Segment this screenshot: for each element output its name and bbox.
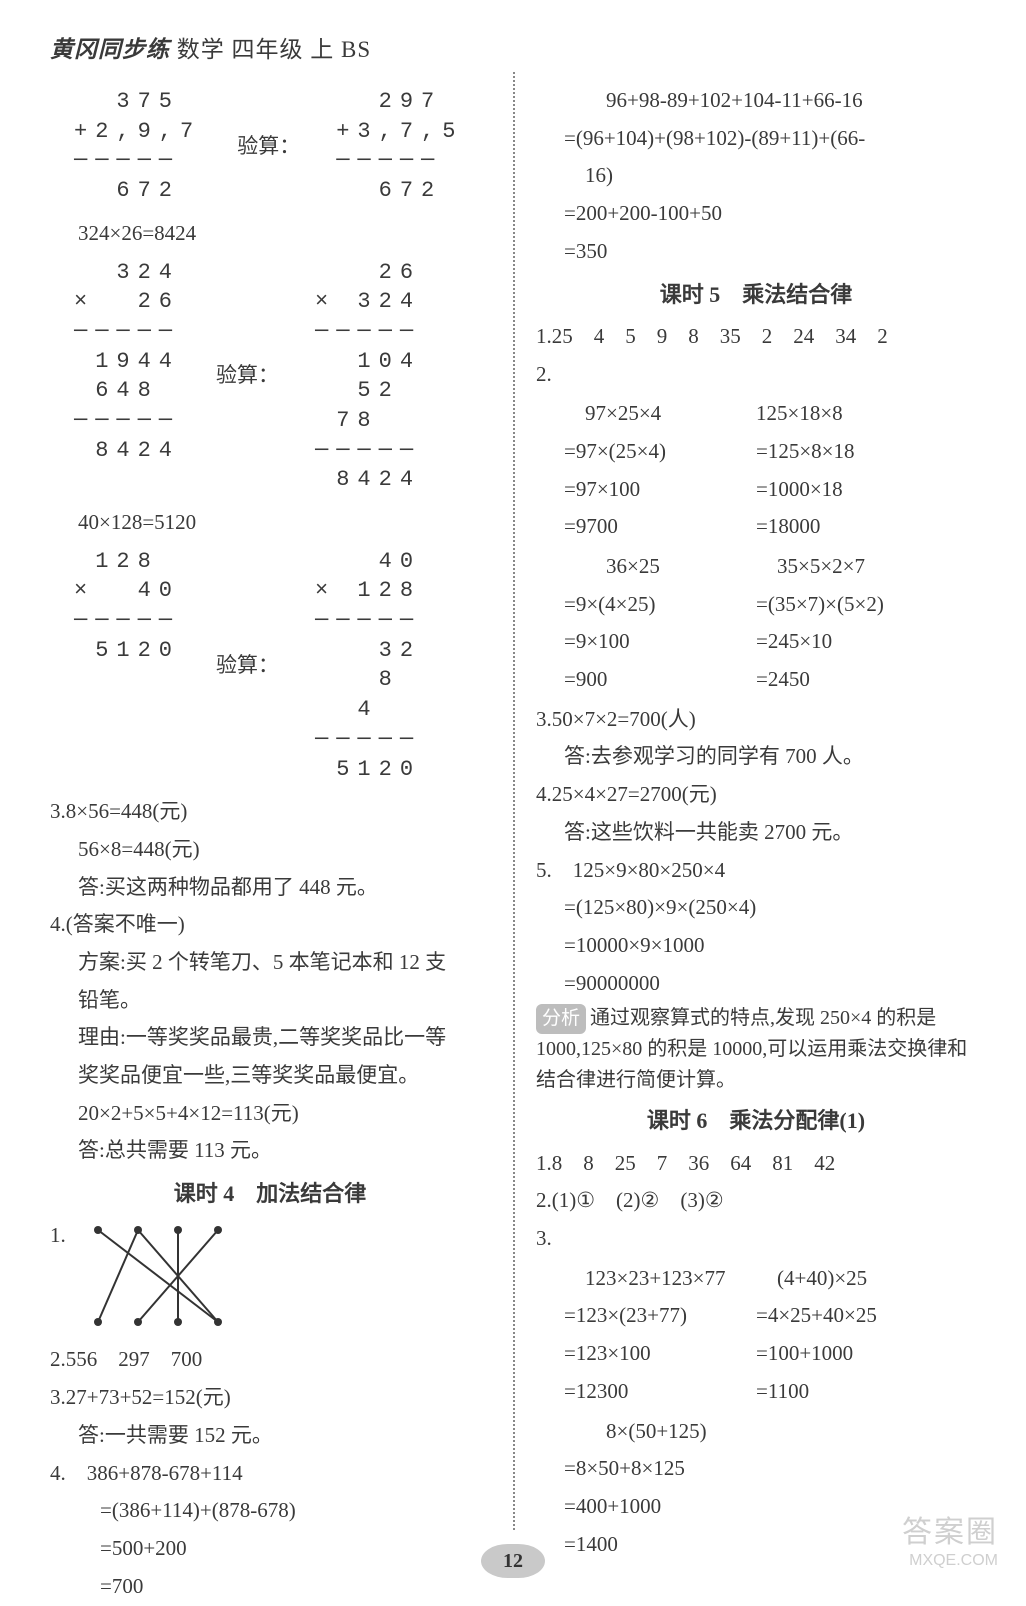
vertical-mul-1: 324 × 26 ───── 1944 648 ───── 8424 验算： 2… [74, 258, 490, 496]
q3-answer: 答:买这两种物品都用了 448 元。 [50, 870, 490, 906]
q3-line2: 56×8=448(元) [50, 832, 490, 868]
vert-b: 297 +3,7,5 ───── 672 [336, 87, 463, 206]
l4-q4: 4. 386+878-678+114 [50, 1456, 490, 1492]
check-label: 验算： [216, 648, 279, 684]
l4-q4-s1: =(386+114)+(878-678) [50, 1493, 490, 1529]
vert-a: 375 +2,9,7 ───── 672 [74, 87, 201, 206]
q4-line3b: 奖奖品便宜一些,三等奖奖品最便宜。 [50, 1058, 490, 1094]
calcF-2: =4×25+40×25 [756, 1298, 976, 1334]
l5-q3a: 3.50×7×2=700(人) [536, 702, 976, 738]
calcD-4: =2450 [756, 662, 976, 698]
l5-q1: 1.25 4 5 9 8 35 2 24 34 2 [536, 319, 976, 355]
l5-q4b: 答:这些饮料一共能卖 2700 元。 [536, 815, 976, 851]
l4-q3: 3.27+73+52=152(元) [50, 1380, 490, 1416]
page-header: 黄冈同步练 数学 四年级 上 BS [50, 30, 976, 69]
l4-q2: 2.556 297 700 [50, 1342, 490, 1378]
analysis-block: 分析通过观察算式的特点,发现 250×4 的积是 1000,125×80 的积是… [536, 1003, 976, 1096]
vert-b: 40 × 128 ───── 32 8 4 ───── 5120 [315, 547, 421, 785]
subject: 数学 四年级 上 BS [177, 37, 371, 62]
mul2-title: 40×128=5120 [50, 505, 490, 541]
vertical-add-1: 375 +2,9,7 ───── 672 验算： 297 +3,7,5 ────… [74, 87, 490, 206]
l4-q3-ans: 答:一共需要 152 元。 [50, 1418, 490, 1454]
lesson6-title: 课时 6 乘法分配律(1) [536, 1102, 976, 1139]
l6-q2: 2.(1)① (2)② (3)② [536, 1183, 976, 1219]
check-label: 验算： [237, 129, 300, 165]
watermark-line1: 答案圈 [902, 1515, 998, 1551]
calcA-2: =97×(25×4) [536, 434, 756, 470]
l5-q5d: =90000000 [536, 966, 976, 1002]
analysis-text: 通过观察算式的特点,发现 250×4 的积是 1000,125×80 的积是 1… [536, 1007, 967, 1091]
star-diagram [78, 1222, 258, 1332]
l6-q1: 1.8 8 25 7 36 64 81 42 [536, 1146, 976, 1182]
calcC-2: =9×(4×25) [536, 587, 756, 623]
calcD-3: =245×10 [756, 624, 976, 660]
l5-q2: 2. [536, 357, 976, 393]
q3-line1: 3.8×56=448(元) [50, 794, 490, 830]
r-top2: =(96+104)+(98+102)-(89+11)+(66- [536, 121, 976, 157]
lesson5-title: 课时 5 乘法结合律 [536, 276, 976, 313]
calcA-3: =97×100 [536, 472, 756, 508]
calcF-4: =1100 [756, 1374, 976, 1410]
l6-calc-row1: 123×23+123×77 =123×(23+77) =123×100 =123… [536, 1259, 976, 1412]
r-top4: =350 [536, 234, 976, 270]
calcB-2: =125×8×18 [756, 434, 976, 470]
vert-b: 26 × 324 ───── 104 52 78 ───── 8424 [315, 258, 421, 496]
calcE-4: =12300 [536, 1374, 756, 1410]
calcA-4: =9700 [536, 509, 756, 545]
calcB-3: =1000×18 [756, 472, 976, 508]
q4-line1: 4.(答案不唯一) [50, 907, 490, 943]
l5-q4a: 4.25×4×27=2700(元) [536, 777, 976, 813]
calcA-1: 97×25×4 [536, 396, 756, 432]
calcE-1: 123×23+123×77 [536, 1261, 756, 1297]
l5-calc-row1: 97×25×4 =97×(25×4) =97×100 =9700 125×18×… [536, 394, 976, 547]
calcF-1: (4+40)×25 [756, 1261, 976, 1297]
l5-q5c: =10000×9×1000 [536, 928, 976, 964]
calcG-2: =8×50+8×125 [536, 1451, 976, 1487]
calcD-1: 35×5×2×7 [756, 549, 976, 585]
l5-calc-row2: 36×25 =9×(4×25) =9×100 =900 35×5×2×7 =(3… [536, 547, 976, 700]
calcG-1: 8×(50+125) [536, 1414, 976, 1450]
analysis-badge: 分析 [536, 1004, 586, 1033]
lesson4-title: 课时 4 加法结合律 [50, 1175, 490, 1212]
calcC-1: 36×25 [536, 549, 756, 585]
page-number-badge: 12 [481, 1544, 545, 1578]
vert-a: 128 × 40 ───── 5120 [74, 547, 180, 666]
left-column: 375 +2,9,7 ───── 672 验算： 297 +3,7,5 ────… [50, 81, 508, 1606]
star-svg [78, 1222, 258, 1332]
q4-line2b: 铅笔。 [50, 983, 490, 1019]
vert-a: 324 × 26 ───── 1944 648 ───── 8424 [74, 258, 180, 466]
calcF-3: =100+1000 [756, 1336, 976, 1372]
q4-answer: 答:总共需要 113 元。 [50, 1133, 490, 1169]
r-top2b: 16) [536, 158, 976, 194]
mul1-title: 324×26=8424 [50, 216, 490, 252]
vertical-mul-2: 128 × 40 ───── 5120 验算： 40 × 128 ───── 3… [74, 547, 490, 785]
q4-calc: 20×2+5×5+4×12=113(元) [50, 1096, 490, 1132]
l5-q3b: 答:去参观学习的同学有 700 人。 [536, 739, 976, 775]
l4-q4-s3: =700 [50, 1569, 490, 1605]
l5-q5a: 5. 125×9×80×250×4 [536, 853, 976, 889]
check-label: 验算： [216, 358, 279, 394]
calcB-4: =18000 [756, 509, 976, 545]
calcC-3: =9×100 [536, 624, 756, 660]
calcD-2: =(35×7)×(5×2) [756, 587, 976, 623]
right-column: 96+98-89+102+104-11+66-16 =(96+104)+(98+… [518, 81, 976, 1606]
calcE-3: =123×100 [536, 1336, 756, 1372]
column-divider [513, 72, 515, 1530]
calcB-1: 125×18×8 [756, 396, 976, 432]
r-top3: =200+200-100+50 [536, 196, 976, 232]
r-top1: 96+98-89+102+104-11+66-16 [536, 83, 976, 119]
q4-line3: 理由:一等奖奖品最贵,二等奖奖品比一等 [50, 1020, 490, 1056]
calcC-4: =900 [536, 662, 756, 698]
q4-line2: 方案:买 2 个转笔刀、5 本笔记本和 12 支 [50, 945, 490, 981]
l4-q4-s2: =500+200 [50, 1531, 490, 1567]
watermark-line2: MXQE.COM [902, 1551, 998, 1570]
l5-q5b: =(125×80)×9×(250×4) [536, 890, 976, 926]
calcE-2: =123×(23+77) [536, 1298, 756, 1334]
brand: 黄冈同步练 [50, 37, 170, 62]
watermark: 答案圈 MXQE.COM [902, 1515, 998, 1570]
l6-q3: 3. [536, 1221, 976, 1257]
q1-label: 1. [50, 1218, 66, 1254]
